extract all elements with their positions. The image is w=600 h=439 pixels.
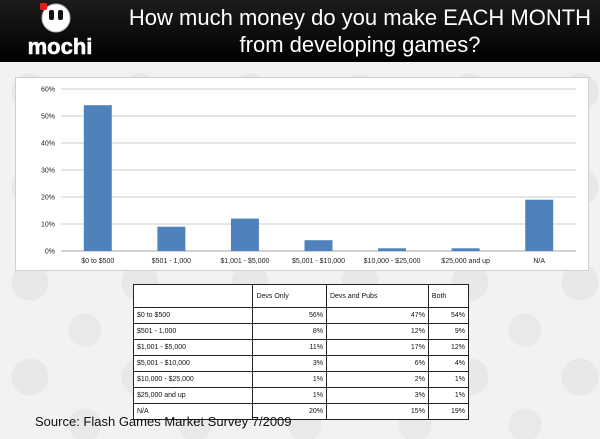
table-cell: 2% [325, 371, 429, 388]
slide-title-line-2: from developing games? [239, 32, 481, 57]
table-cell: 6% [325, 355, 429, 372]
table-cell: 20% [252, 403, 327, 420]
table-row-label: N/A [132, 403, 254, 420]
chart-bars [83, 105, 554, 251]
logo-mascot-head [41, 3, 71, 33]
table-row: $5,001 - $10,000 3% 6% 4% [132, 355, 470, 372]
table-cell: 1% [427, 387, 470, 404]
bar [157, 226, 186, 251]
table-row: N/A 20% 15% 19% [132, 403, 470, 420]
y-tick-label: 50% [41, 114, 55, 121]
logo-mascot-badge [40, 3, 47, 10]
table-row: $501 - 1,000 8% 12% 9% [132, 323, 470, 340]
table-cell: 4% [427, 355, 470, 372]
bar [451, 248, 480, 251]
x-tick-label: $25,000 and up [441, 258, 490, 265]
slide-title-line-1: How much money do you make EACH MONTH [128, 5, 592, 30]
x-tick-label: $0 to $500 [81, 258, 114, 265]
table-cell: 11% [252, 339, 327, 356]
table-cell: 12% [427, 339, 470, 356]
bar [83, 105, 112, 251]
chart-gridlines [61, 88, 576, 252]
table-row: $1,001 - $5,000 11% 17% 12% [132, 339, 470, 356]
table-header-cell: Devs Only [252, 284, 327, 308]
y-tick-label: 40% [41, 141, 55, 148]
x-tick-label: $501 - 1,000 [152, 258, 191, 265]
y-tick-label: 60% [41, 87, 55, 94]
y-tick-label: 20% [41, 195, 55, 202]
x-tick-label: $5,001 - $10,000 [292, 258, 345, 265]
table-row-label: $1,001 - $5,000 [132, 339, 254, 356]
logo-mascot-eye-left [49, 10, 54, 20]
y-tick-label: 0% [45, 249, 55, 256]
bar [378, 248, 407, 251]
table-row-label: $0 to $500 [132, 307, 254, 324]
data-table-wrap: Devs Only Devs and Pubs Both $0 to $500 56% 4… [132, 284, 470, 420]
chart-y-axis-ticks: 0% 10% 20% 30% 40% 50% 60% [41, 87, 55, 256]
y-tick-label: 30% [41, 168, 55, 175]
table-cell: 9% [427, 323, 470, 340]
chart-panel: 0% 10% 20% 30% 40% 50% 60% $0 to $500 $501 - 1,… [15, 77, 589, 271]
table-cell: 47% [325, 307, 429, 324]
source-caption: Source: Flash Games Market Survey 7/2009 [35, 414, 292, 429]
chart-x-axis-ticks: $0 to $500 $501 - 1,000 $1,001 - $5,000 $5,… [81, 258, 545, 265]
table-cell: 12% [325, 323, 429, 340]
logo-wordmark: mochi [28, 34, 93, 59]
table-row: $0 to $500 56% 47% 54% [132, 307, 470, 324]
logo-mascot-eye-right [58, 10, 63, 20]
table-cell: 8% [252, 323, 327, 340]
bar [304, 240, 333, 251]
table-cell: 17% [325, 339, 429, 356]
table-cell: 56% [252, 307, 327, 324]
table-row-label: $25,000 and up [132, 387, 254, 404]
bar [230, 218, 259, 251]
x-tick-label: $10,000 - $25,000 [364, 258, 421, 265]
table-row: $25,000 and up 1% 3% 1% [132, 387, 470, 404]
table-row: $10,000 - $25,000 1% 2% 1% [132, 371, 470, 388]
table-cell: 19% [427, 403, 470, 420]
x-tick-label: $1,001 - $5,000 [220, 258, 269, 265]
table-header-cell: Both [427, 284, 470, 308]
mochi-logo: mochi [27, 3, 93, 59]
table-row-label: $501 - 1,000 [132, 323, 254, 340]
table-header-cell: Devs and Pubs [325, 284, 429, 308]
table-header-cell [132, 284, 254, 308]
slide-header: mochi How much money do you make EACH MO… [0, 0, 600, 62]
table-row-label: $5,001 - $10,000 [132, 355, 254, 372]
table-cell: 15% [325, 403, 429, 420]
x-tick-label: N/A [533, 258, 545, 265]
bar [525, 199, 554, 251]
y-tick-label: 10% [41, 222, 55, 229]
data-table: Devs Only Devs and Pubs Both $0 to $500 56% 4… [132, 284, 470, 420]
table-row-label: $10,000 - $25,000 [132, 371, 254, 388]
slide-title: How much money do you make EACH MONTH fr… [125, 4, 595, 58]
table-cell: 54% [427, 307, 470, 324]
table-header-row: Devs Only Devs and Pubs Both [132, 284, 470, 308]
table-cell: 1% [252, 371, 327, 388]
table-cell: 3% [325, 387, 429, 404]
table-cell: 1% [427, 371, 470, 388]
bar-chart: 0% 10% 20% 30% 40% 50% 60% $0 to $500 $501 - 1,… [41, 87, 576, 265]
table-cell: 3% [252, 355, 327, 372]
table-cell: 1% [252, 387, 327, 404]
